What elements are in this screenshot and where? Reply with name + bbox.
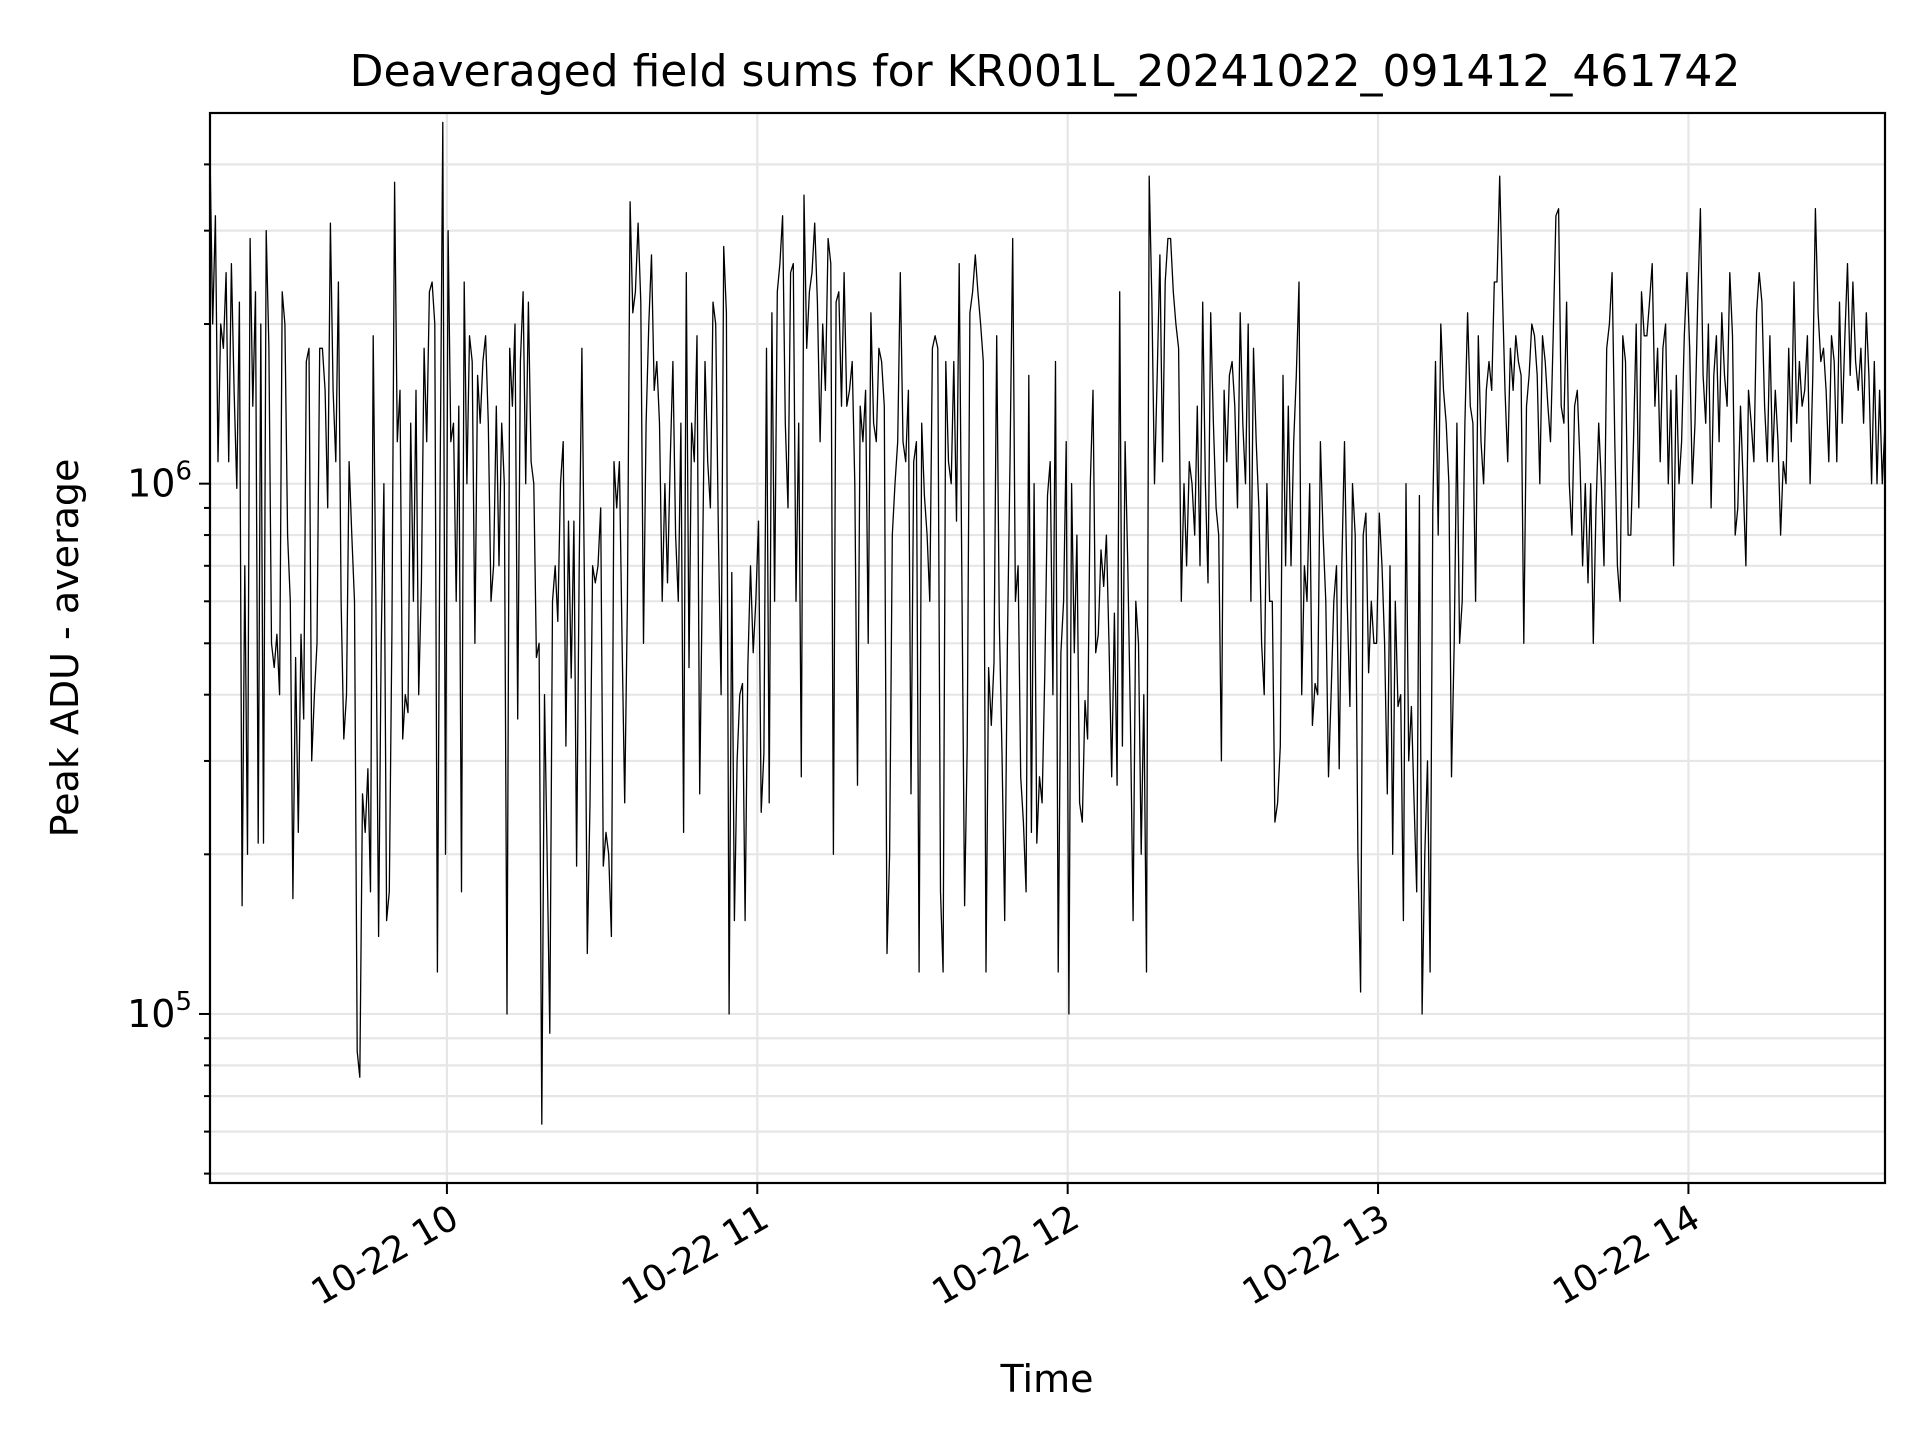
series-line (210, 121, 1885, 1125)
y-tick-label-0: 105 (127, 987, 192, 1036)
y-tick-label-1: 106 (127, 457, 192, 506)
plot-frame (208, 111, 1887, 1185)
series-layer (210, 121, 1885, 1125)
chart-title: Deaveraged field sums for KR001L_2024102… (350, 46, 1741, 97)
x-axis-label: Time (1000, 1357, 1094, 1401)
y-axis-label: Peak ADU - average (43, 459, 87, 838)
